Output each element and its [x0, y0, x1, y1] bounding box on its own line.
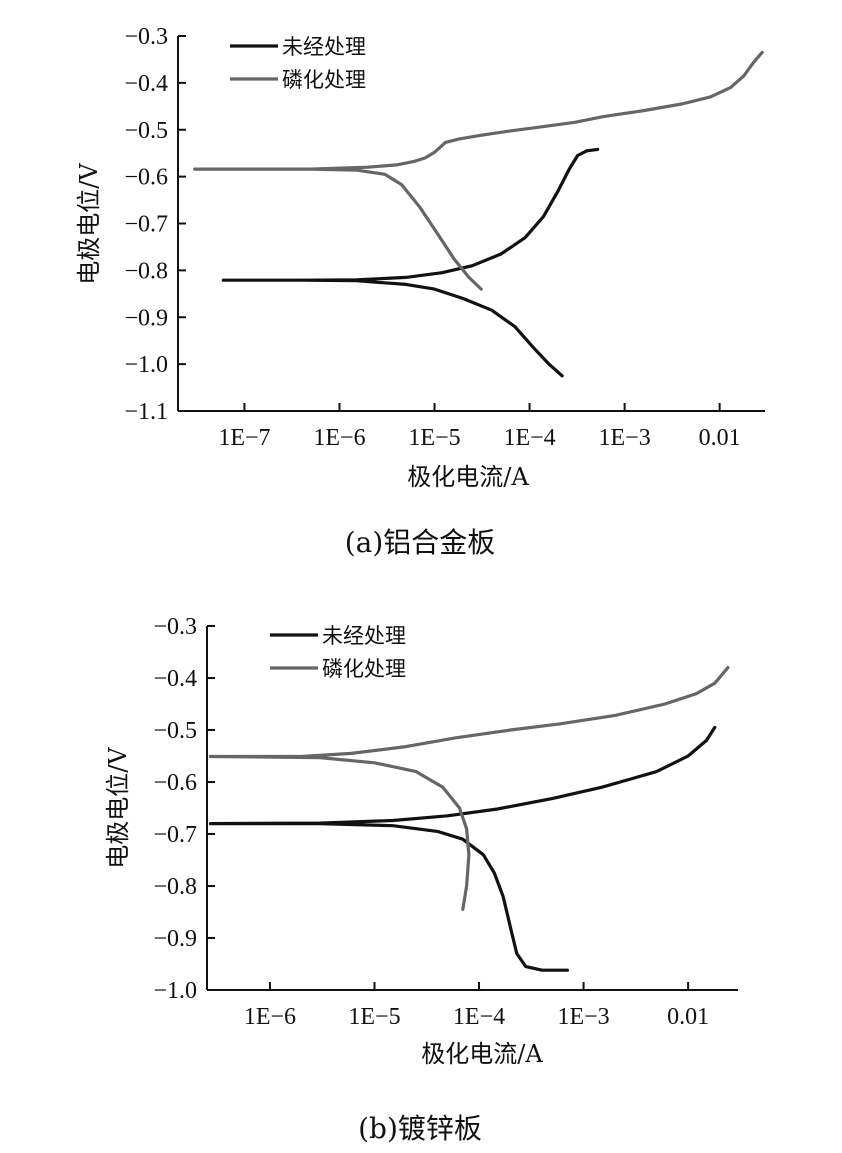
- y-tick-label: −0.6: [124, 165, 168, 191]
- y-tick-label: −0.3: [153, 614, 197, 640]
- y-axis-title: 电极电位/V: [104, 747, 132, 869]
- x-axis-title: 极化电流/A: [421, 1040, 543, 1068]
- x-tick-label: 1E−6: [244, 1004, 296, 1030]
- x-tick-label: 1E−4: [453, 1004, 505, 1030]
- x-axis-title: 极化电流/A: [407, 463, 529, 491]
- x-tick-label: 1E−4: [503, 425, 555, 451]
- x-tick-label: 1E−5: [348, 1004, 400, 1030]
- x-tick-label: 1E−5: [408, 425, 460, 451]
- y-tick-label: −0.9: [153, 926, 197, 952]
- y-tick-label: −0.3: [124, 24, 168, 50]
- legend-label: 未经处理: [282, 35, 366, 59]
- figure-caption: (a)铝合金板: [345, 526, 496, 559]
- series-line-phosphated: [208, 666, 730, 911]
- legend-label: 磷化处理: [322, 657, 406, 681]
- y-tick-label: −1.0: [153, 978, 197, 1004]
- y-tick-label: −0.8: [124, 258, 168, 284]
- y-axis-title: 电极电位/V: [75, 163, 103, 285]
- legend-label: 磷化处理: [282, 68, 366, 92]
- y-tick-label: −0.4: [124, 71, 168, 97]
- y-tick-label: −0.5: [124, 118, 168, 144]
- y-tick-label: −1.0: [124, 352, 168, 378]
- y-tick-label: −0.4: [153, 666, 197, 692]
- x-tick-label: 1E−3: [557, 1004, 609, 1030]
- x-tick-label: 1E−3: [599, 425, 651, 451]
- y-tick-label: −1.1: [124, 399, 168, 425]
- chart-a: −0.3 −0.4 −0.5 −0.6 −0.7 −0.8 −0.9 −1.0 −1.1 1E−7…: [75, 24, 765, 559]
- x-tick-label: 0.01: [667, 1004, 709, 1030]
- y-tick-label: −0.7: [124, 212, 168, 238]
- y-tick-label: −0.8: [153, 874, 197, 900]
- series-line-untreated: [221, 147, 600, 378]
- series-line-phosphated: [193, 50, 764, 291]
- chart-b: −0.3 −0.4 −0.5 −0.6 −0.7 −0.8 −0.9 −1.0 1E−6 1E−5…: [104, 614, 738, 1145]
- y-tick-label: −0.7: [153, 822, 197, 848]
- figure-caption: (b)镀锌板: [358, 1112, 482, 1145]
- legend-label: 未经处理: [322, 624, 406, 648]
- x-tick-label: 1E−6: [313, 425, 365, 451]
- x-tick-label: 0.01: [699, 425, 741, 451]
- y-tick-label: −0.5: [153, 718, 197, 744]
- y-tick-label: −0.6: [153, 770, 197, 796]
- y-tick-label: −0.9: [124, 305, 168, 331]
- x-tick-label: 1E−7: [218, 425, 270, 451]
- series-line-untreated: [208, 725, 717, 972]
